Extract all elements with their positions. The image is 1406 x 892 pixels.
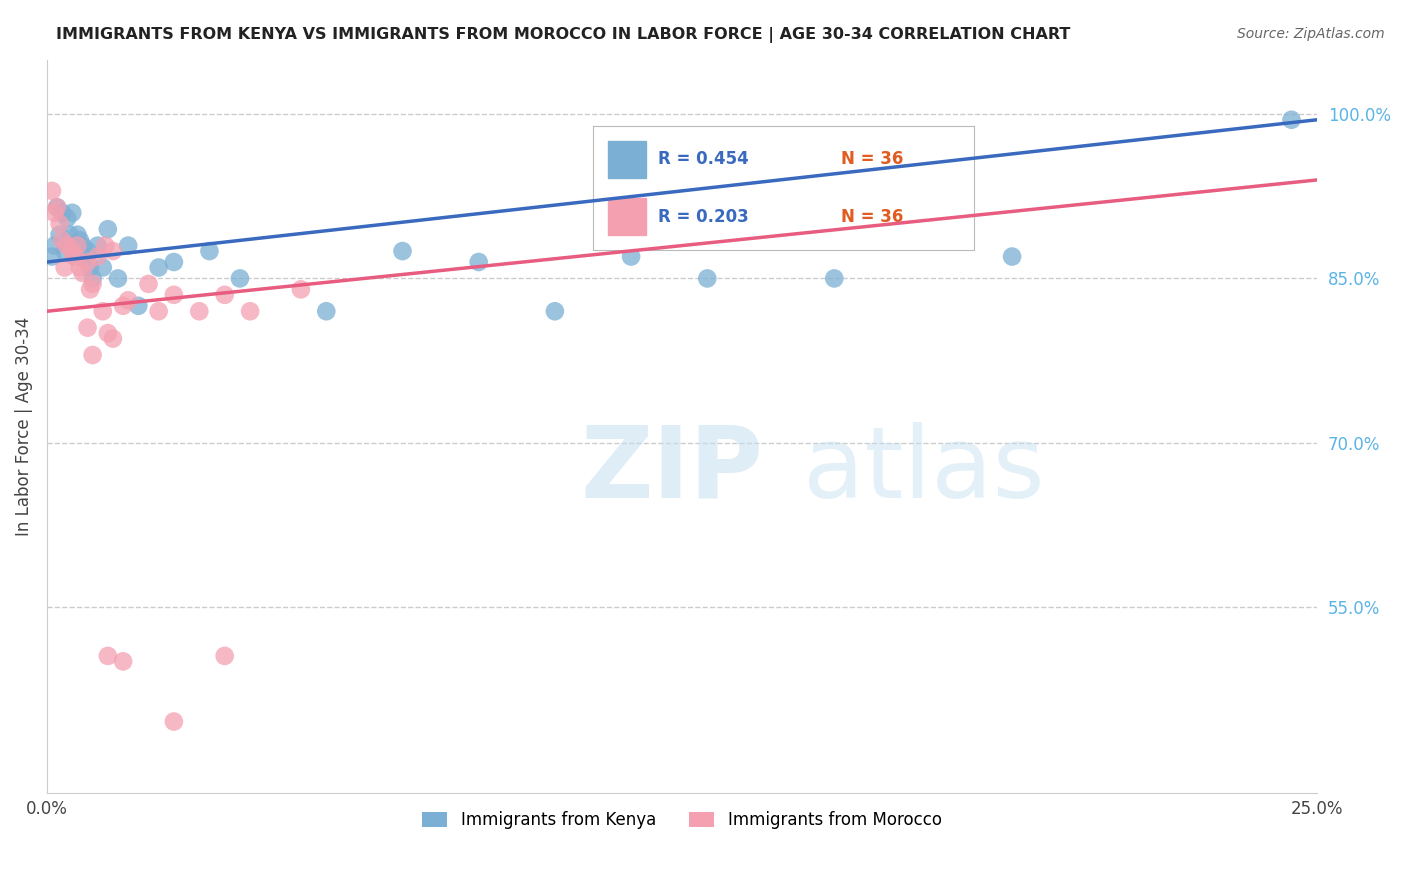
Point: [163, 714, 186, 729]
Point: [51, 233, 73, 247]
Point: [51, 206, 73, 220]
Point: [72, 266, 94, 280]
Point: [127, 299, 149, 313]
Point: [620, 250, 643, 264]
Point: [290, 282, 312, 296]
Point: [112, 654, 135, 668]
Point: [188, 304, 211, 318]
Point: [823, 271, 845, 285]
Point: [46, 200, 69, 214]
Point: [91, 304, 114, 318]
Point: [44, 206, 66, 220]
Point: [69, 260, 91, 275]
Point: [60, 206, 83, 220]
Legend: Immigrants from Kenya, Immigrants from Morocco: Immigrants from Kenya, Immigrants from M…: [416, 805, 948, 836]
Point: [72, 238, 94, 252]
Point: [696, 271, 718, 285]
Point: [76, 320, 98, 334]
Point: [44, 238, 66, 252]
Point: [117, 238, 139, 252]
Y-axis label: In Labor Force | Age 30-34: In Labor Force | Age 30-34: [15, 317, 32, 536]
Point: [56, 238, 79, 252]
Point: [148, 260, 170, 275]
Point: [112, 299, 135, 313]
Point: [148, 304, 170, 318]
Point: [214, 288, 236, 302]
Point: [163, 255, 186, 269]
Point: [138, 277, 160, 291]
Point: [76, 255, 98, 269]
Text: ZIP: ZIP: [581, 422, 763, 518]
Point: [63, 250, 86, 264]
Point: [1001, 250, 1024, 264]
Point: [86, 250, 108, 264]
Point: [48, 227, 70, 242]
Text: IMMIGRANTS FROM KENYA VS IMMIGRANTS FROM MOROCCO IN LABOR FORCE | AGE 30-34 CORR: IMMIGRANTS FROM KENYA VS IMMIGRANTS FROM…: [56, 27, 1070, 43]
Point: [214, 648, 236, 663]
Point: [97, 222, 120, 236]
Point: [101, 244, 124, 258]
Point: [229, 271, 252, 285]
Point: [86, 238, 108, 252]
Point: [315, 304, 337, 318]
Point: [41, 184, 63, 198]
Point: [79, 282, 101, 296]
Point: [59, 227, 82, 242]
Point: [60, 244, 83, 258]
Point: [198, 244, 221, 258]
Point: [79, 260, 101, 275]
Point: [66, 227, 89, 242]
Point: [82, 348, 104, 362]
Point: [53, 260, 76, 275]
Point: [63, 250, 86, 264]
Point: [97, 326, 120, 340]
Point: [544, 304, 567, 318]
Point: [1281, 112, 1303, 127]
Point: [69, 233, 91, 247]
Point: [117, 293, 139, 308]
Point: [239, 304, 262, 318]
Text: Source: ZipAtlas.com: Source: ZipAtlas.com: [1237, 27, 1385, 41]
Point: [91, 260, 114, 275]
Point: [53, 244, 76, 258]
Point: [82, 271, 104, 285]
Point: [163, 288, 186, 302]
Point: [56, 211, 79, 226]
Text: atlas: atlas: [803, 422, 1045, 518]
Point: [76, 244, 98, 258]
Point: [48, 217, 70, 231]
Point: [391, 244, 413, 258]
Point: [101, 332, 124, 346]
Point: [107, 271, 129, 285]
Point: [82, 277, 104, 291]
Point: [41, 250, 63, 264]
Point: [73, 250, 96, 264]
Point: [46, 200, 69, 214]
Point: [97, 648, 120, 663]
Point: [66, 238, 89, 252]
Point: [94, 238, 117, 252]
Point: [467, 255, 489, 269]
